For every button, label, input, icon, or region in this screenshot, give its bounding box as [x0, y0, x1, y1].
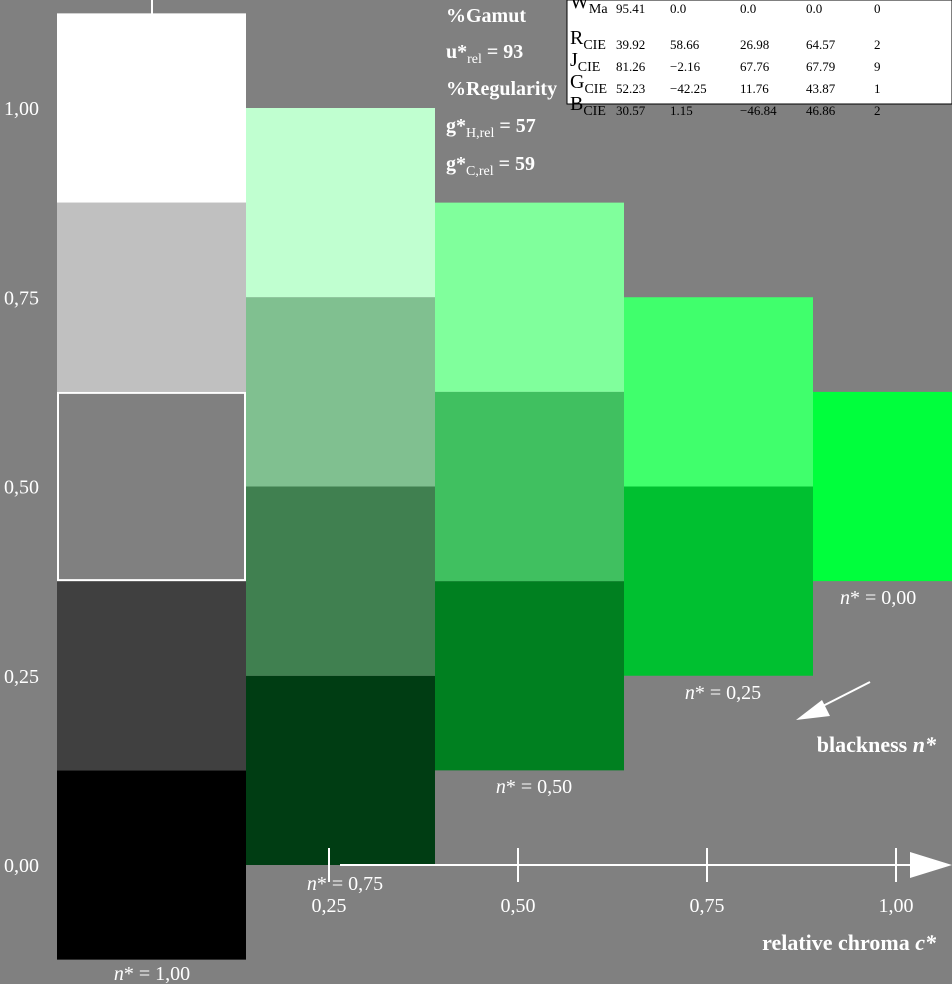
bar-cell [57, 581, 246, 771]
table-cell: 0.0 [740, 1, 756, 16]
table-rows: WMa 95.41 0.0 0.0 0.0 0 RCIE 39.92 58.66 26.98 64.… [570, 0, 881, 119]
x-ticks [328, 848, 897, 882]
table-cell: 39.92 [616, 37, 645, 52]
table-cell: 9 [874, 59, 881, 74]
x-axis-label: relative chroma c* [762, 930, 937, 955]
urel-label: u*rel = 93 [446, 41, 523, 67]
bar-cell [624, 297, 813, 487]
table-cell: 1 [874, 81, 881, 96]
table-row: RCIE [570, 27, 606, 53]
label-n050: n* = 0,50 [496, 776, 572, 798]
table-cell: 30.57 [616, 103, 646, 118]
label-n025: n* = 0,25 [685, 682, 761, 704]
bar-cell [624, 486, 813, 676]
metrics-panel: %Gamut u*rel = 93 %Regularity g*H,rel = … [446, 5, 557, 179]
bar-cell [246, 297, 435, 487]
bar-cell [57, 391, 246, 582]
table-cell: 95.41 [616, 1, 645, 16]
cie-table: WMa 95.41 0.0 0.0 0.0 0 RCIE 39.92 58.66 26.98 64.… [566, 0, 952, 119]
table-cell: 67.79 [806, 59, 835, 74]
bar-cell [435, 202, 624, 392]
label-n075: n* = 0,75 [307, 873, 383, 895]
table-row: BCIE [570, 93, 606, 119]
table-cell: 64.57 [806, 37, 836, 52]
table-cell: −46.84 [740, 103, 777, 118]
table-cell: 1.15 [670, 103, 693, 118]
table-cell: 2 [874, 103, 881, 118]
bar-cell [435, 581, 624, 771]
blackness-arrow-icon [796, 681, 871, 720]
x-tick-label: 0,50 [501, 895, 536, 917]
regularity-label: %Regularity [446, 78, 557, 100]
bar-cell [246, 675, 435, 865]
y-tick-label: 0,75 [4, 287, 39, 309]
label-n000: n* = 0,00 [840, 587, 916, 609]
y-tick-label: 0,50 [4, 477, 39, 499]
table-cell: 43.87 [806, 81, 836, 96]
table-cell: 26.98 [740, 37, 769, 52]
bar-cell [57, 13, 246, 203]
bar-cell [435, 391, 624, 582]
table-cell: 0.0 [670, 1, 686, 16]
table-cell: 46.86 [806, 103, 836, 118]
table-row: GCIE [570, 71, 607, 97]
table-cell: 58.66 [670, 37, 700, 52]
table-cell: 11.76 [740, 81, 769, 96]
label-n100: n* = 1,00 [114, 963, 190, 984]
x-axis-arrowhead [910, 852, 952, 878]
table-cell: 81.26 [616, 59, 646, 74]
y-tick-label: 1,00 [4, 98, 39, 120]
table-cell: 67.76 [740, 59, 770, 74]
bar-cell [57, 770, 246, 960]
highlight-cell-outline [57, 391, 246, 582]
table-cell: −2.16 [670, 59, 701, 74]
table-cell: −42.25 [670, 81, 707, 96]
gcrel-label: g*C,rel = 59 [446, 153, 535, 179]
x-axis: 0,25 0,50 0,75 1,00 [312, 848, 952, 917]
x-tick-label: 0,25 [312, 895, 347, 917]
gamut-label: %Gamut [446, 5, 526, 27]
bar-columns [57, 13, 952, 960]
ghrel-label: g*H,rel = 57 [446, 115, 536, 141]
bar-cell [246, 486, 435, 676]
x-tick-label: 1,00 [879, 895, 914, 917]
table-cell: 52.23 [616, 81, 645, 96]
bar-cell [246, 108, 435, 298]
y-tick-labels: 0,00 0,25 0,50 0,75 1,00 [4, 98, 39, 877]
table-background [566, 0, 952, 105]
x-tick-labels: 0,25 0,50 0,75 1,00 [312, 895, 914, 917]
table-row: JCIE [570, 49, 600, 75]
table-cell: 0 [874, 1, 881, 16]
bar-cell [813, 391, 952, 582]
table-cell: 2 [874, 37, 881, 52]
x-tick-label: 0,75 [690, 895, 725, 917]
table-row: WMa [570, 0, 608, 17]
y-tick-label: 0,00 [4, 855, 39, 877]
bar-cell [57, 202, 246, 392]
y-tick-label: 0,25 [4, 666, 39, 688]
blackness-label: blackness n* [817, 732, 937, 757]
table-cell: 0.0 [806, 1, 822, 16]
